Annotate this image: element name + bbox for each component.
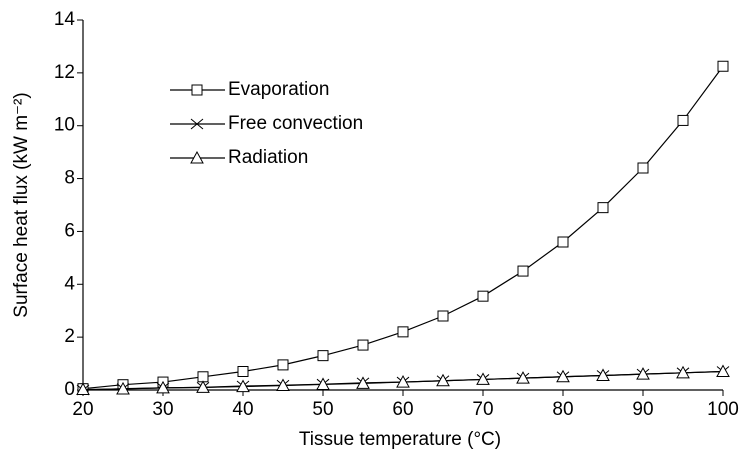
marker bbox=[716, 364, 730, 377]
marker bbox=[197, 371, 209, 383]
marker bbox=[717, 60, 729, 72]
marker bbox=[196, 380, 210, 393]
marker bbox=[516, 371, 530, 384]
y-axis-label: Surface heat flux (kW m⁻²) bbox=[11, 92, 32, 317]
x-axis-label: Tissue temperature (°C) bbox=[299, 429, 501, 450]
marker bbox=[76, 382, 90, 395]
y-tick-label: 14 bbox=[54, 9, 76, 30]
marker bbox=[596, 368, 610, 381]
x-tick-label: 40 bbox=[232, 399, 253, 420]
y-tick-label: 0 bbox=[64, 379, 75, 400]
marker bbox=[156, 380, 170, 394]
marker bbox=[356, 376, 370, 389]
marker bbox=[477, 290, 489, 302]
x-tick-label: 50 bbox=[312, 399, 333, 420]
marker bbox=[277, 359, 289, 371]
series-line bbox=[82, 65, 724, 390]
marker bbox=[116, 381, 130, 395]
legend-marker bbox=[190, 118, 204, 130]
marker bbox=[357, 339, 369, 351]
legend-marker bbox=[191, 84, 203, 96]
marker bbox=[316, 377, 330, 390]
legend-label: Evaporation bbox=[228, 79, 329, 100]
marker bbox=[597, 202, 609, 214]
marker bbox=[636, 367, 650, 380]
y-tick-label: 8 bbox=[64, 168, 75, 189]
marker bbox=[677, 114, 689, 126]
marker bbox=[476, 372, 490, 385]
marker bbox=[236, 379, 250, 393]
x-tick-label: 100 bbox=[707, 399, 739, 420]
y-tick-label: 6 bbox=[64, 220, 75, 241]
x-tick-label: 90 bbox=[632, 399, 653, 420]
x-tick-label: 30 bbox=[152, 399, 173, 420]
marker bbox=[556, 369, 570, 383]
x-tick-label: 60 bbox=[392, 399, 413, 420]
marker bbox=[557, 236, 569, 248]
marker bbox=[436, 373, 450, 387]
marker bbox=[396, 375, 410, 388]
legend-label: Radiation bbox=[228, 147, 308, 168]
y-tick-label: 12 bbox=[54, 62, 75, 83]
marker bbox=[276, 378, 290, 392]
marker bbox=[637, 162, 649, 174]
marker bbox=[317, 350, 329, 362]
marker bbox=[676, 365, 690, 379]
marker bbox=[397, 326, 409, 338]
x-tick-label: 70 bbox=[472, 399, 493, 420]
y-tick-label: 10 bbox=[54, 115, 75, 136]
marker bbox=[517, 265, 529, 277]
legend-marker bbox=[190, 150, 204, 164]
x-tick-label: 20 bbox=[72, 399, 93, 420]
y-tick-label: 2 bbox=[64, 326, 75, 347]
marker bbox=[237, 366, 249, 377]
x-tick-label: 80 bbox=[552, 399, 573, 420]
legend-label: Free convection bbox=[228, 113, 363, 134]
y-tick-label: 4 bbox=[64, 273, 75, 294]
marker bbox=[437, 310, 449, 322]
